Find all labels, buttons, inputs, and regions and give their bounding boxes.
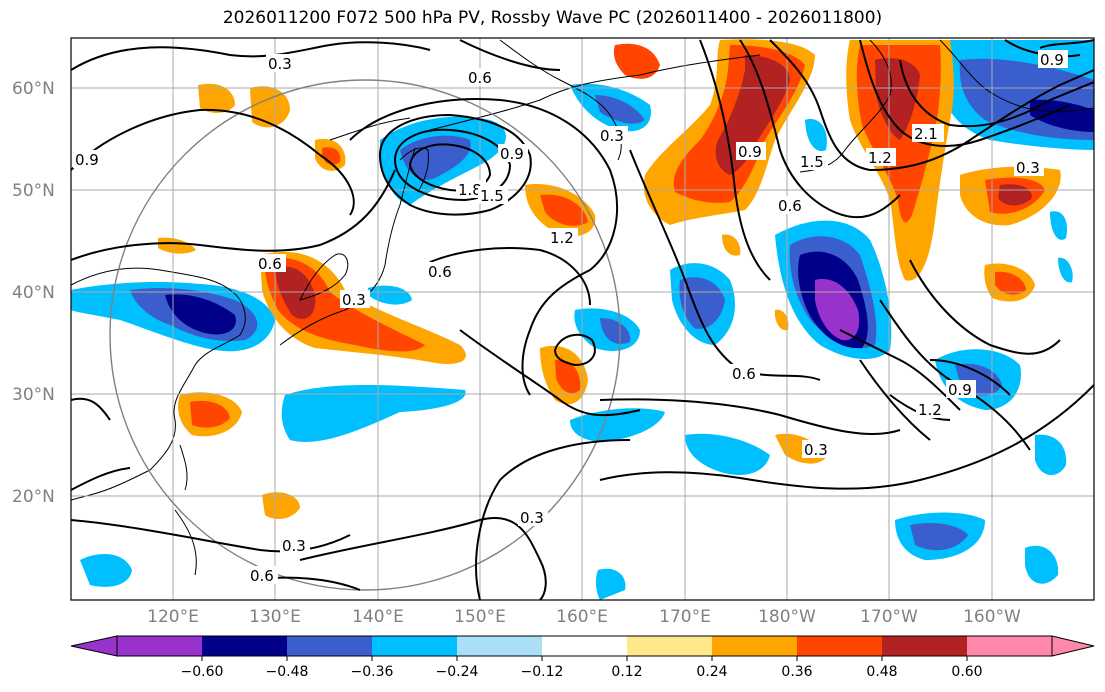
lat-label: 20°N xyxy=(12,487,55,507)
contour-label: 0.3 xyxy=(268,55,292,73)
contour-label: 0.6 xyxy=(250,567,274,585)
lon-label: 170°E xyxy=(659,607,711,627)
contour-label: 0.3 xyxy=(282,537,306,555)
contour-label: 0.6 xyxy=(258,255,282,273)
contour-label: 0.6 xyxy=(778,197,802,215)
map-title: 2026011200 F072 500 hPa PV, Rossby Wave … xyxy=(222,8,883,28)
reference-circle xyxy=(109,79,621,591)
latitude-labels: 60°N 50°N 40°N 30°N 20°N xyxy=(12,79,55,507)
negative-pv-anomaly-areas xyxy=(71,40,1094,600)
contour-label: 1.2 xyxy=(550,229,574,247)
contour-labels: 0.3 0.6 0.9 0.9 1.8 1.5 1.2 0.3 0.6 0.6 … xyxy=(73,50,1068,585)
contour-label: 1.5 xyxy=(480,187,504,205)
contour-label: 0.9 xyxy=(738,143,762,161)
map-content: 0.3 0.6 0.9 0.9 1.8 1.5 1.2 0.3 0.6 0.6 … xyxy=(71,38,1094,600)
contour-label: 2.1 xyxy=(914,125,938,143)
contour-label: 0.9 xyxy=(1040,51,1064,69)
contour-label: 0.9 xyxy=(500,145,524,163)
lon-label: 160°E xyxy=(556,607,608,627)
colorbar-tick: −0.36 xyxy=(351,664,394,680)
colorbar-tick: −0.12 xyxy=(521,664,564,680)
colorbar-extend-max xyxy=(1051,635,1095,657)
contour-label: 0.6 xyxy=(428,263,452,281)
contour-label: 1.2 xyxy=(918,401,942,419)
colorbar-segment xyxy=(712,636,797,656)
longitude-labels: 120°E 130°E 140°E 150°E 160°E 170°E 180°… xyxy=(147,607,1021,627)
contour-label: 1.8 xyxy=(458,181,482,199)
contour-label: 0.9 xyxy=(75,151,99,169)
lon-label: 160°W xyxy=(963,607,1021,627)
contour-label: 0.3 xyxy=(342,291,366,309)
contour-label: 1.5 xyxy=(800,153,824,171)
lon-label: 170°W xyxy=(860,607,918,627)
lat-label: 50°N xyxy=(12,181,55,201)
contour-label: 0.6 xyxy=(468,69,492,87)
colorbar-segment xyxy=(542,636,627,656)
coastlines xyxy=(71,39,1094,576)
lon-label: 130°E xyxy=(249,607,301,627)
contour-label: 0.6 xyxy=(732,365,756,383)
colorbar-tick: 0.12 xyxy=(611,664,642,680)
colorbar-tick: 0.36 xyxy=(781,664,812,680)
contour-label: 0.9 xyxy=(948,381,972,399)
contour-label: 1.2 xyxy=(868,149,892,167)
colorbar-extend-min xyxy=(70,635,118,657)
lon-label: 180°W xyxy=(758,607,816,627)
colorbar-tick: 0.24 xyxy=(696,664,727,680)
colorbar-tick: −0.24 xyxy=(436,664,479,680)
contour-label: 0.3 xyxy=(520,509,544,527)
lat-label: 40°N xyxy=(12,283,55,303)
colorbar-tick: −0.60 xyxy=(181,664,224,680)
colorbar-segment xyxy=(372,636,457,656)
colorbar: −0.60 −0.48 −0.36 −0.24 −0.12 0.12 0.24 … xyxy=(70,635,1095,680)
lon-label: 120°E xyxy=(147,607,199,627)
colorbar-tick: 0.48 xyxy=(866,664,897,680)
colorbar-tick: 0.60 xyxy=(951,664,982,680)
colorbar-segment xyxy=(202,636,287,656)
colorbar-segment xyxy=(117,636,202,656)
lon-label: 140°E xyxy=(352,607,404,627)
colorbar-segment xyxy=(967,636,1052,656)
colorbar-tick: −0.48 xyxy=(266,664,309,680)
colorbar-segment xyxy=(627,636,712,656)
lat-label: 30°N xyxy=(12,385,55,405)
graticule xyxy=(71,38,1094,600)
map-frame xyxy=(70,37,1095,601)
lon-label: 150°E xyxy=(454,607,506,627)
lat-label: 60°N xyxy=(12,79,55,99)
contour-label: 0.3 xyxy=(1016,159,1040,177)
contour-label: 0.3 xyxy=(600,127,624,145)
colorbar-segment xyxy=(457,636,542,656)
colorbar-segment xyxy=(882,636,967,656)
colorbar-segment xyxy=(797,636,882,656)
colorbar-segment xyxy=(287,636,372,656)
pv-contours xyxy=(71,39,1094,600)
contour-label: 0.3 xyxy=(804,441,828,459)
